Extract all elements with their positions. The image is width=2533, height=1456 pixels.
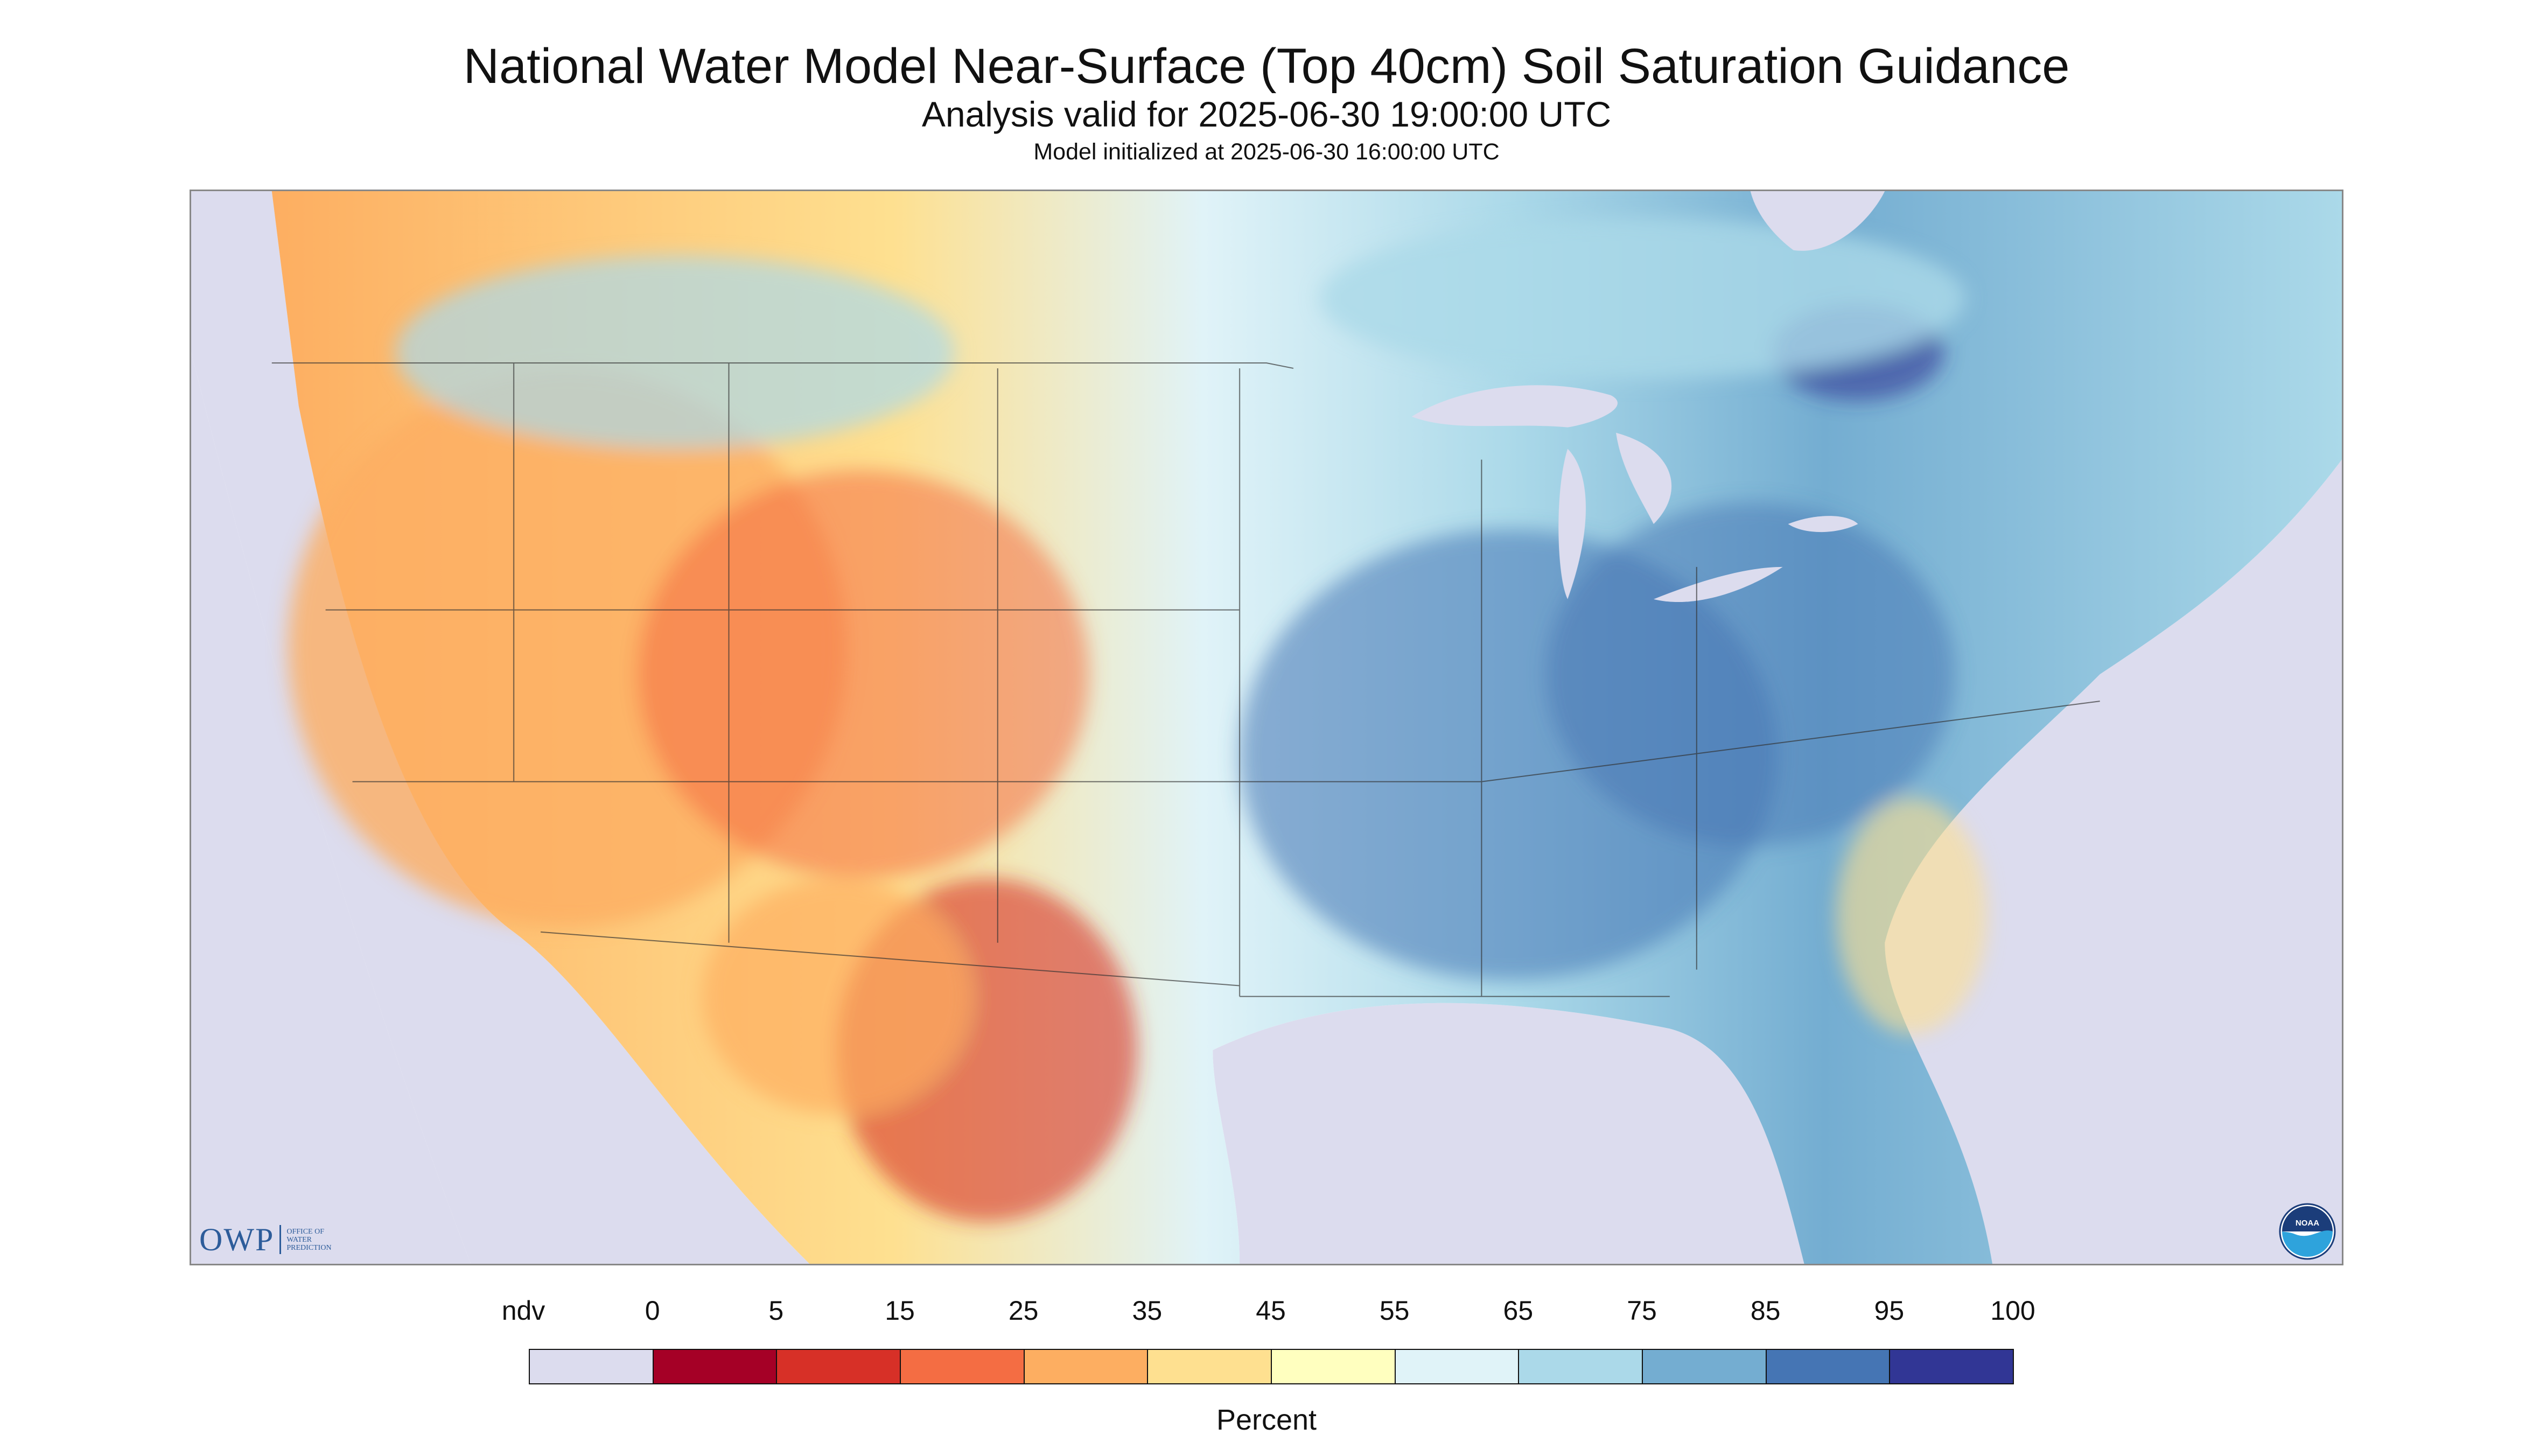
nodata-west	[191, 352, 471, 1264]
owp-logo-text: OWP	[199, 1221, 275, 1257]
legend-swatch	[1023, 1349, 1149, 1384]
legend-tick-label: ndv	[501, 1296, 545, 1326]
analysis-valid-time: Analysis valid for 2025-06-30 19:00:00 U…	[921, 94, 1612, 134]
legend-swatch	[1147, 1349, 1272, 1384]
legend-tick-label: 75	[1627, 1296, 1657, 1326]
owp-sub-line-3: PREDICTION	[286, 1243, 332, 1252]
soil-saturation-map	[191, 191, 2342, 1264]
legend-swatch	[776, 1349, 901, 1384]
legend-tick-label: 45	[1256, 1296, 1286, 1326]
legend-unit-label: Percent	[1216, 1404, 1317, 1436]
owp-logo: OWP OFFICE OF WATER PREDICTION	[199, 1222, 332, 1257]
lake-huron	[1616, 432, 1672, 524]
legend-tick-label: 55	[1379, 1296, 1410, 1326]
lake-superior	[1411, 385, 1618, 428]
legend-swatch	[1394, 1349, 1520, 1384]
lake-michigan	[1558, 449, 1586, 599]
noaa-logo-text: NOAA	[2296, 1219, 2319, 1228]
nodata-atlantic	[1885, 459, 2342, 1264]
hudson-bay	[1750, 191, 1885, 251]
model-init-time: Model initialized at 2025-06-30 16:00:00…	[1033, 139, 1500, 165]
legend-tick-label: 0	[645, 1296, 660, 1326]
legend-tick-label: 100	[1990, 1296, 2035, 1326]
legend-tick-label: 5	[768, 1296, 784, 1326]
boundary-lines	[271, 362, 2100, 997]
legend-tick-label: 25	[1008, 1296, 1039, 1326]
legend-swatch	[900, 1349, 1025, 1384]
legend-swatch	[1889, 1349, 2014, 1384]
noaa-logo: NOAA	[2279, 1203, 2336, 1260]
owp-logo-divider	[279, 1225, 282, 1254]
legend-swatch	[1642, 1349, 1767, 1384]
owp-logo-subtext: OFFICE OF WATER PREDICTION	[286, 1228, 331, 1252]
lake-ontario	[1788, 516, 1858, 533]
map-panel	[190, 190, 2343, 1265]
legend-swatch	[652, 1349, 778, 1384]
legend-tick-label: 85	[1750, 1296, 1781, 1326]
lake-erie	[1653, 566, 1783, 603]
map-title: National Water Model Near-Surface (Top 4…	[463, 39, 2070, 94]
nodata-gulf	[1213, 1003, 1804, 1264]
legend-tick-label: 15	[885, 1296, 915, 1326]
legend-tick-label: 35	[1132, 1296, 1163, 1326]
legend-swatch	[529, 1349, 654, 1384]
legend-swatch	[1271, 1349, 1396, 1384]
legend-swatch	[1518, 1349, 1643, 1384]
owp-sub-line-1: OFFICE OF	[286, 1227, 324, 1236]
legend-tick-label: 95	[1874, 1296, 1905, 1326]
owp-sub-line-2: WATER	[286, 1235, 312, 1244]
legend-swatch	[1765, 1349, 1891, 1384]
legend-tick-label: 65	[1503, 1296, 1534, 1326]
